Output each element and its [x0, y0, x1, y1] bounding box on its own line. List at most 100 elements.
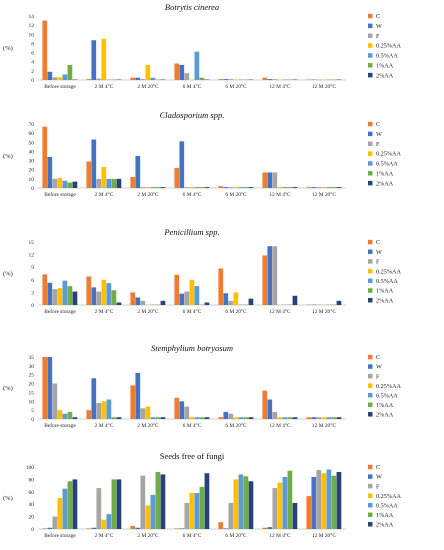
bar-W-4 [223, 79, 229, 80]
bar-F-1 [96, 178, 102, 188]
legend-swatch [368, 483, 373, 489]
bar-025AA-4 [233, 292, 239, 305]
bar-025AA-2 [145, 406, 151, 419]
legend-label: W [376, 474, 382, 481]
bar-W-0 [47, 282, 53, 305]
bar-C-6 [306, 417, 312, 419]
bar-025AA-0 [57, 410, 63, 419]
bar-C-2 [130, 292, 136, 305]
x-tick-label: 2 M 4°C [95, 422, 114, 429]
bar-F-0 [52, 383, 58, 419]
bar-2AA-1 [116, 178, 122, 188]
y-tick-label: 3 [31, 290, 34, 296]
bar-F-3 [184, 291, 190, 305]
bar-C-6 [306, 187, 312, 188]
bar-W-5 [267, 172, 273, 188]
chart-title: Penicillium spp. [163, 227, 219, 237]
bar-F-5 [272, 411, 278, 419]
x-tick-label: 6 M 4°C [183, 532, 202, 539]
bar-F-6 [316, 187, 322, 188]
bar-C-3 [174, 528, 180, 529]
x-tick-label: 12 M 4°C [269, 532, 291, 539]
legend-swatch [368, 33, 373, 38]
legend-swatch [368, 297, 373, 303]
legend-label: 1%AA [376, 402, 394, 409]
x-tick-label: 12 M 20°C [312, 308, 336, 315]
bar-W-5 [267, 527, 273, 529]
bar-025AA-0 [57, 288, 63, 305]
bar-2AA-4 [248, 417, 254, 419]
bar-C-5 [262, 77, 268, 80]
legend-label: 2%AA [376, 180, 394, 187]
y-tick-label: 2 [31, 69, 34, 75]
x-tick-label: Before storage [44, 422, 76, 429]
y-tick-label: 100 [26, 465, 35, 471]
x-tick-label: 6 M 20°C [225, 308, 247, 315]
legend-swatch [368, 141, 373, 146]
bar-05AA-2 [150, 494, 156, 529]
legend-label: 2%AA [376, 297, 394, 304]
bar-1AA-1 [111, 417, 117, 419]
bar-F-0 [52, 77, 58, 80]
bar-C-2 [130, 525, 136, 529]
bar-025AA-4 [233, 479, 239, 529]
legend-swatch [368, 522, 373, 527]
bar-05AA-1 [106, 514, 112, 529]
legend-swatch [368, 63, 373, 68]
bar-025AA-3 [189, 187, 195, 188]
y-tick-label: 8 [31, 41, 34, 47]
bar-C-4 [218, 268, 224, 305]
bar-W-6 [311, 417, 317, 419]
legend-swatch [368, 23, 373, 29]
legend-label: W [376, 23, 382, 30]
bar-025AA-1 [101, 401, 107, 419]
bar-W-5 [267, 246, 273, 305]
legend-swatch [368, 171, 373, 176]
y-tick-label: 0 [31, 303, 34, 309]
bar-F-4 [228, 413, 234, 419]
legend-label: 1%AA [376, 288, 394, 295]
bar-2AA-5 [292, 295, 298, 305]
bar-C-4 [218, 79, 224, 80]
legend-swatch [368, 161, 373, 166]
bar-W-0 [47, 71, 53, 80]
legend-swatch [368, 131, 373, 137]
bar-025AA-3 [189, 493, 195, 529]
chart-title: Stemphylium botryosum [151, 343, 233, 353]
bar-W-3 [179, 141, 185, 188]
bar-F-2 [140, 408, 146, 419]
chart-title: Seeds free of fungi [160, 451, 225, 461]
legend-swatch [368, 268, 373, 274]
x-tick-label: 6 M 20°C [225, 83, 247, 90]
legend-label: F [376, 373, 380, 380]
x-tick-label: 6 M 4°C [183, 191, 202, 198]
legend-label: C [376, 121, 380, 128]
legend-swatch [368, 512, 373, 517]
bar-C-2 [130, 385, 136, 419]
y-tick-label: 0 [31, 78, 34, 84]
y-tick-label: 20 [29, 382, 35, 388]
legend-label: 0.25%AA [376, 151, 401, 158]
bar-1AA-5 [287, 470, 293, 529]
y-tick-label: 15 [29, 390, 35, 396]
bar-05AA-4 [238, 187, 244, 188]
legend-swatch [368, 502, 373, 508]
bar-1AA-2 [155, 187, 161, 188]
legend-label: F [376, 259, 380, 266]
bar-F-4 [228, 79, 234, 80]
bar-F-1 [96, 291, 102, 305]
bar-2AA-1 [116, 479, 122, 529]
bar-W-4 [223, 411, 229, 419]
legend-label: W [376, 364, 382, 371]
y-tick-label: 0 [31, 186, 34, 192]
bar-C-4 [218, 186, 224, 188]
bar-05AA-5 [282, 417, 288, 419]
y-axis-label: (%) [3, 385, 13, 392]
bar-C-0 [42, 126, 48, 188]
legend-label: F [376, 33, 380, 40]
bar-05AA-6 [326, 469, 332, 529]
bar-F-0 [52, 516, 58, 529]
bar-F-5 [272, 488, 278, 529]
x-tick-label: 6 M 4°C [183, 422, 202, 429]
bar-05AA-4 [238, 474, 244, 529]
